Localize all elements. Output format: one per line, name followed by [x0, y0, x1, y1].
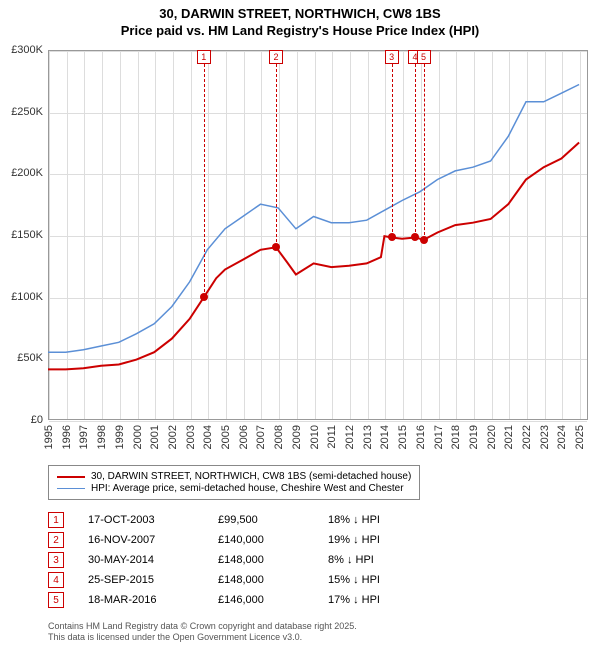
sale-delta: 17% ↓ HPI [328, 594, 428, 606]
sale-row: 1 17-OCT-2003£99,50018% ↓ HPI [48, 510, 428, 530]
title-line2: Price paid vs. HM Land Registry's House … [0, 23, 600, 40]
sale-date: 17-OCT-2003 [88, 514, 218, 526]
chart-area: £0£50K£100K£150K£200K£250K£300K199519961… [48, 50, 588, 420]
xtick-label: 2021 [503, 425, 515, 449]
series-lines [48, 50, 588, 420]
sale-date: 18-MAR-2016 [88, 594, 218, 606]
xtick-label: 2023 [539, 425, 551, 449]
xtick-label: 2020 [486, 425, 498, 449]
marker-dot [200, 293, 208, 301]
xtick-label: 1999 [114, 425, 126, 449]
marker-dot [420, 236, 428, 244]
sale-number-box: 2 [48, 532, 64, 548]
sale-date: 16-NOV-2007 [88, 534, 218, 546]
xtick-label: 2024 [556, 425, 568, 449]
legend-label: 30, DARWIN STREET, NORTHWICH, CW8 1BS (s… [91, 471, 411, 482]
xtick-label: 2006 [238, 425, 250, 449]
xtick-label: 2004 [202, 425, 214, 449]
sale-price: £140,000 [218, 534, 328, 546]
xtick-label: 1996 [61, 425, 73, 449]
sale-price: £99,500 [218, 514, 328, 526]
chart-container: 30, DARWIN STREET, NORTHWICH, CW8 1BS Pr… [0, 0, 600, 650]
marker-dot [272, 243, 280, 251]
xtick-label: 2011 [326, 425, 338, 449]
sale-row: 5 18-MAR-2016£146,00017% ↓ HPI [48, 590, 428, 610]
legend: 30, DARWIN STREET, NORTHWICH, CW8 1BS (s… [48, 465, 420, 500]
xtick-label: 2002 [167, 425, 179, 449]
sale-delta: 19% ↓ HPI [328, 534, 428, 546]
footer-line2: This data is licensed under the Open Gov… [48, 632, 357, 644]
xtick-label: 2025 [574, 425, 586, 449]
chart-title: 30, DARWIN STREET, NORTHWICH, CW8 1BS Pr… [0, 0, 600, 40]
ytick-label: £100K [11, 291, 43, 303]
marker-line [276, 64, 277, 247]
sale-number-box: 4 [48, 572, 64, 588]
legend-swatch [57, 476, 85, 478]
marker-dot [388, 233, 396, 241]
ytick-label: £200K [11, 167, 43, 179]
sale-number-box: 3 [48, 552, 64, 568]
gridline-h [49, 421, 587, 422]
marker-line [424, 64, 425, 240]
xtick-label: 1998 [96, 425, 108, 449]
legend-item: 30, DARWIN STREET, NORTHWICH, CW8 1BS (s… [57, 471, 411, 482]
xtick-label: 1997 [78, 425, 90, 449]
marker-line [392, 64, 393, 237]
footer-line1: Contains HM Land Registry data © Crown c… [48, 621, 357, 633]
xtick-label: 2013 [362, 425, 374, 449]
sale-delta: 8% ↓ HPI [328, 554, 428, 566]
sale-number-box: 5 [48, 592, 64, 608]
xtick-label: 2007 [255, 425, 267, 449]
ytick-label: £300K [11, 44, 43, 56]
xtick-label: 2022 [521, 425, 533, 449]
ytick-label: £50K [17, 352, 43, 364]
xtick-label: 2015 [397, 425, 409, 449]
marker-line [204, 64, 205, 297]
ytick-label: £250K [11, 106, 43, 118]
ytick-label: £0 [31, 414, 43, 426]
xtick-label: 2019 [468, 425, 480, 449]
sale-delta: 15% ↓ HPI [328, 574, 428, 586]
marker-box: 5 [417, 50, 431, 64]
sale-delta: 18% ↓ HPI [328, 514, 428, 526]
marker-box: 2 [269, 50, 283, 64]
xtick-label: 2001 [149, 425, 161, 449]
sale-row: 2 16-NOV-2007£140,00019% ↓ HPI [48, 530, 428, 550]
marker-dot [411, 233, 419, 241]
xtick-label: 2009 [291, 425, 303, 449]
marker-box: 3 [385, 50, 399, 64]
xtick-label: 2016 [415, 425, 427, 449]
legend-item: HPI: Average price, semi-detached house,… [57, 483, 411, 494]
marker-line [415, 64, 416, 237]
sale-price: £148,000 [218, 574, 328, 586]
series-hpi [48, 85, 579, 353]
series-price_paid [48, 143, 579, 370]
legend-label: HPI: Average price, semi-detached house,… [91, 483, 404, 494]
xtick-label: 2017 [433, 425, 445, 449]
legend-swatch [57, 488, 85, 490]
footer: Contains HM Land Registry data © Crown c… [48, 621, 357, 644]
xtick-label: 2014 [379, 425, 391, 449]
marker-box: 1 [197, 50, 211, 64]
xtick-label: 2008 [273, 425, 285, 449]
title-line1: 30, DARWIN STREET, NORTHWICH, CW8 1BS [0, 6, 600, 23]
xtick-label: 2000 [132, 425, 144, 449]
sale-price: £148,000 [218, 554, 328, 566]
sale-row: 4 25-SEP-2015£148,00015% ↓ HPI [48, 570, 428, 590]
xtick-label: 2018 [450, 425, 462, 449]
ytick-label: £150K [11, 229, 43, 241]
sale-date: 30-MAY-2014 [88, 554, 218, 566]
sales-table: 1 17-OCT-2003£99,50018% ↓ HPI 2 16-NOV-2007… [48, 510, 428, 610]
sale-price: £146,000 [218, 594, 328, 606]
sale-row: 3 30-MAY-2014£148,0008% ↓ HPI [48, 550, 428, 570]
xtick-label: 2003 [185, 425, 197, 449]
sale-number-box: 1 [48, 512, 64, 528]
xtick-label: 2010 [309, 425, 321, 449]
sale-date: 25-SEP-2015 [88, 574, 218, 586]
xtick-label: 1995 [43, 425, 55, 449]
xtick-label: 2005 [220, 425, 232, 449]
xtick-label: 2012 [344, 425, 356, 449]
